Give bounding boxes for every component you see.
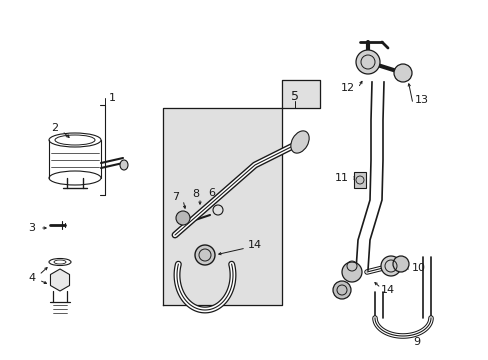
- Text: 3: 3: [28, 223, 36, 233]
- Circle shape: [195, 245, 215, 265]
- Circle shape: [393, 64, 411, 82]
- Circle shape: [355, 50, 379, 74]
- Text: 13: 13: [414, 95, 428, 105]
- Circle shape: [392, 256, 408, 272]
- Ellipse shape: [290, 131, 308, 153]
- Text: 5: 5: [290, 90, 298, 103]
- Text: 4: 4: [28, 273, 36, 283]
- Polygon shape: [163, 80, 319, 305]
- Text: 11: 11: [334, 173, 348, 183]
- Text: 14: 14: [380, 285, 394, 295]
- Text: 1: 1: [108, 93, 115, 103]
- Ellipse shape: [120, 160, 128, 170]
- Text: 12: 12: [340, 83, 354, 93]
- Circle shape: [176, 211, 190, 225]
- Circle shape: [380, 256, 400, 276]
- Text: 10: 10: [411, 263, 425, 273]
- Text: 2: 2: [51, 123, 59, 133]
- Circle shape: [341, 262, 361, 282]
- FancyBboxPatch shape: [353, 172, 365, 188]
- Text: 14: 14: [247, 240, 262, 250]
- Text: 9: 9: [412, 337, 420, 347]
- Circle shape: [332, 281, 350, 299]
- Text: 7: 7: [172, 192, 179, 202]
- Text: 8: 8: [192, 189, 199, 199]
- Text: 6: 6: [208, 188, 215, 198]
